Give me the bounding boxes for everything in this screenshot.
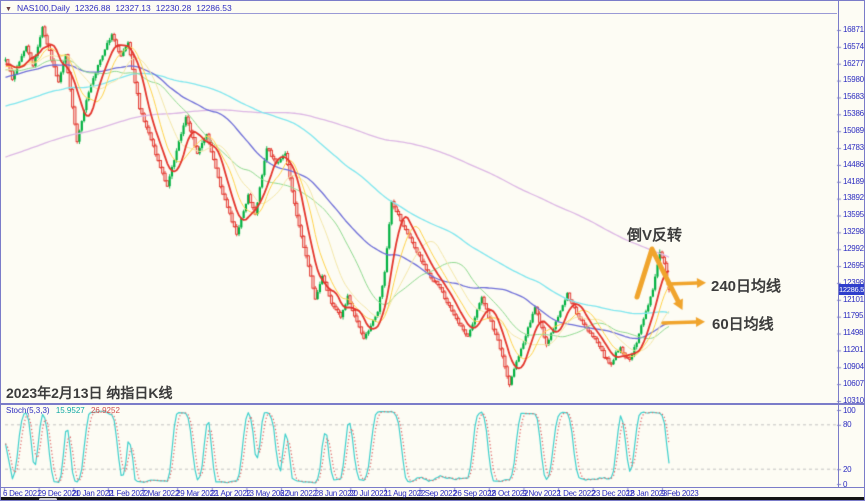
price-axis-label: 11498.50 [843,328,865,338]
price-axis-label: 13595.50 [843,210,864,220]
price-axis-separator [838,1,839,488]
date-axis-label: 13 May 2022 [245,489,289,498]
price-axis-label: 16574.50 [843,41,864,51]
date-axis-label: 20 Jan 2022 [72,489,113,498]
ohlc-close: 12286.53 [196,3,232,13]
ma60-annotation-label: 60日均线 [712,316,774,333]
price-axis-label: 16871.50 [843,24,864,34]
date-axis-label: 28 Jun 2022 [314,489,356,498]
window-bottom-bar [1,497,864,500]
date-axis[interactable]: 6 Dec 2021 29 Dec 2021 20 Jan 2022 11 Feb 2… [1,489,838,498]
date-axis-label: 29 Mar 2022 [176,489,218,498]
price-axis-label: 15386.50 [843,109,864,119]
date-caption: 2023年2月13日 纳指日K线 [6,385,173,401]
date-axis-label: 20 Jul 2022 [349,489,388,498]
price-axis-label: 15089.50 [843,125,864,135]
date-axis-label: 9 Feb 2023 [660,489,699,498]
price-axis-label: 10904.50 [843,362,864,372]
price-axis-label: 13892.50 [843,193,864,203]
symbol-info-bar[interactable]: ▼ NAS100,Daily 12326.88 12327.13 12230.28 122… [1,2,837,14]
date-axis-label: 6 Jun 2022 [280,489,317,498]
inverted-v-reversal-label: 倒V反转 [627,227,683,244]
price-axis-label: 11201.50 [843,345,865,355]
price-axis-label: 16277.50 [843,58,864,68]
price-axis-label: 10310.50 [843,395,864,405]
stoch-d-value: 26.9252 [90,406,120,415]
ohlc-open: 12326.88 [74,3,111,13]
date-axis-label: 1 Dec 2022 [557,489,595,498]
date-axis-label: 9 Nov 2022 [522,489,561,498]
price-axis-label: 14189.50 [843,176,864,186]
date-axis-label: 18 Jan 2023 [626,489,668,498]
price-axis-label: 12992.50 [843,244,864,254]
price-axis[interactable]: 16871.50 16574.50 16277.50 15980.50 15683.50… [838,15,865,488]
date-axis-label: 29 Dec 2021 [37,489,80,498]
symbol-title: NAS100,Daily [16,3,70,13]
price-axis-label: 13298.50 [843,227,864,237]
price-axis-label: 14486.50 [843,159,864,169]
price-axis-label: 10607.50 [843,378,864,388]
stoch-scale-label: 80 [843,420,852,430]
price-axis-label: 15683.50 [843,92,864,102]
price-axis-label: 12695.50 [843,260,864,270]
date-axis-label: 23 Dec 2022 [591,489,634,498]
price-axis-label: 12398.50 [843,277,864,287]
collapse-triangle-icon[interactable]: ▼ [5,6,12,13]
date-axis-label: 26 Sep 2022 [453,489,496,498]
date-axis-label: 11 Feb 2022 [106,489,148,498]
stoch-scale-label: 100 [843,405,856,415]
date-axis-label: 7 Mar 2022 [141,489,180,498]
ohlc-high: 12327.13 [115,3,151,13]
main-stoch-separator[interactable] [1,403,864,405]
price-axis-label: 11795.50 [843,311,865,321]
price-axis-label: 15980.50 [843,75,864,85]
ma240-annotation-label: 240日均线 [711,278,782,295]
stoch-k-value: 15.9527 [55,406,85,415]
stoch-scale-label: 0 [843,479,848,489]
stoch-axis-separator [1,487,864,488]
ohlc-low: 12230.28 [155,3,192,13]
date-axis-label: 11 Aug 2022 [383,489,425,498]
date-axis-label: 21 Apr 2022 [210,489,251,498]
price-axis-label: 12101.50 [843,294,864,304]
stochastic-indicator-label: Stoch(5,3,3) 15.9527 26.9252 [6,406,120,415]
date-axis-label: 6 Dec 2021 [3,489,41,498]
stoch-name: Stoch(5,3,3) [6,406,50,415]
current-price-tag: 12286.53 [839,283,865,295]
horizontal-scrollbar-thumb[interactable] [39,498,57,500]
date-axis-label: 2 Sep 2022 [418,489,457,498]
stoch-scale-label: 20 [843,464,852,474]
date-axis-label: 18 Oct 2022 [487,489,529,498]
price-axis-label: 14783.50 [843,142,864,152]
